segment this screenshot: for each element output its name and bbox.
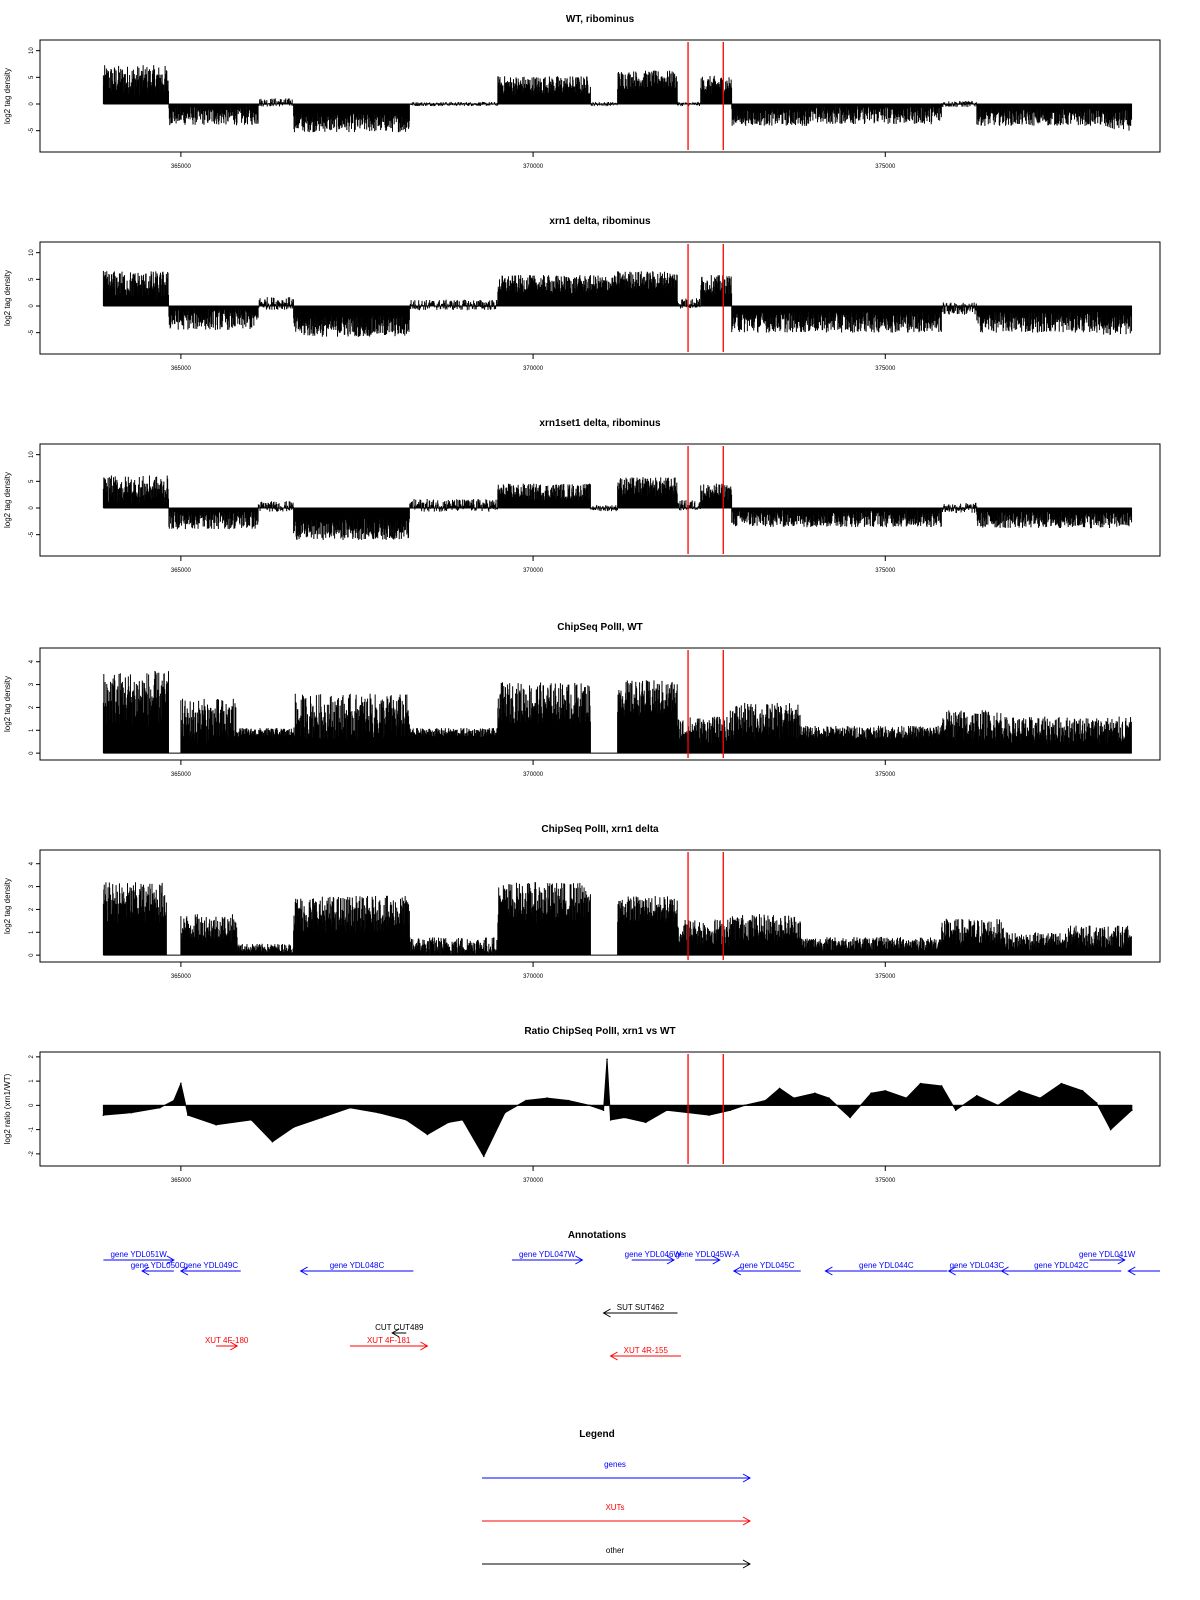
y-tick-label: -5 <box>29 127 35 133</box>
x-tick-label: 375000 <box>875 164 896 170</box>
y-tick-label: 0 <box>29 102 35 106</box>
y-tick-label: 5 <box>29 277 35 281</box>
y-axis-label: log2 tag density <box>3 68 12 124</box>
panel-2: xrn1 delta, ribominus 365000 370000 375000 -… <box>3 216 1161 372</box>
x-tick-label: 370000 <box>523 164 544 170</box>
panel-title: xrn1 delta, ribominus <box>549 216 651 227</box>
y-axis-label: log2 tag density <box>3 270 12 326</box>
data-series <box>102 65 1133 133</box>
panel-title: WT, ribominus <box>566 14 635 25</box>
y-tick-label: 10 <box>29 47 35 54</box>
plot-panels: WT, ribominus 365000 370000 375000 -5 0 5 10 log… <box>3 14 1161 1184</box>
y-tick-label: 0 <box>29 304 35 308</box>
data-series <box>102 270 1133 337</box>
data-series <box>102 475 1133 540</box>
plot-frame <box>39 39 1161 153</box>
x-tick-label: 370000 <box>523 366 544 372</box>
y-tick-label: 10 <box>29 249 35 256</box>
panel-title: xrn1set1 delta, ribominus <box>539 418 661 429</box>
y-tick-label: -5 <box>29 329 35 335</box>
x-tick-label: 365000 <box>171 366 192 372</box>
panel-1: WT, ribominus 365000 370000 375000 -5 0 5 10 log… <box>3 14 1161 170</box>
plot-frame <box>39 443 1161 557</box>
x-tick-label: 365000 <box>171 164 192 170</box>
y-tick-label: 5 <box>29 75 35 79</box>
plot-frame <box>39 241 1161 355</box>
x-tick-label: 375000 <box>875 366 896 372</box>
